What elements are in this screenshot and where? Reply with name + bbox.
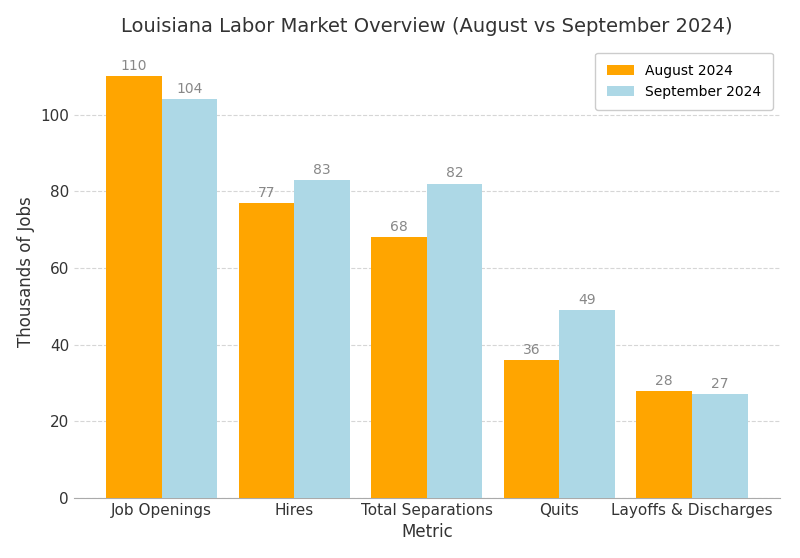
- Bar: [692, 395, 747, 498]
- Bar: [238, 203, 294, 498]
- Y-axis label: Thousands of Jobs: Thousands of Jobs: [17, 196, 34, 347]
- Text: 82: 82: [446, 166, 463, 180]
- Bar: [162, 99, 218, 498]
- Text: 36: 36: [522, 343, 540, 357]
- Text: 28: 28: [655, 373, 673, 387]
- Bar: [426, 184, 482, 498]
- Bar: [294, 180, 350, 498]
- Text: 104: 104: [176, 82, 202, 96]
- Legend: August 2024, September 2024: August 2024, September 2024: [595, 52, 773, 110]
- Text: 49: 49: [578, 293, 596, 307]
- Bar: [636, 391, 692, 498]
- Title: Louisiana Labor Market Overview (August vs September 2024): Louisiana Labor Market Overview (August …: [121, 17, 733, 36]
- X-axis label: Metric: Metric: [401, 523, 453, 541]
- Text: 68: 68: [390, 220, 408, 234]
- Text: 77: 77: [258, 186, 275, 200]
- Text: 110: 110: [121, 59, 147, 73]
- Bar: [106, 76, 162, 498]
- Bar: [371, 237, 426, 498]
- Bar: [504, 360, 559, 498]
- Text: 83: 83: [314, 163, 331, 177]
- Text: 27: 27: [711, 377, 729, 391]
- Bar: [559, 310, 615, 498]
